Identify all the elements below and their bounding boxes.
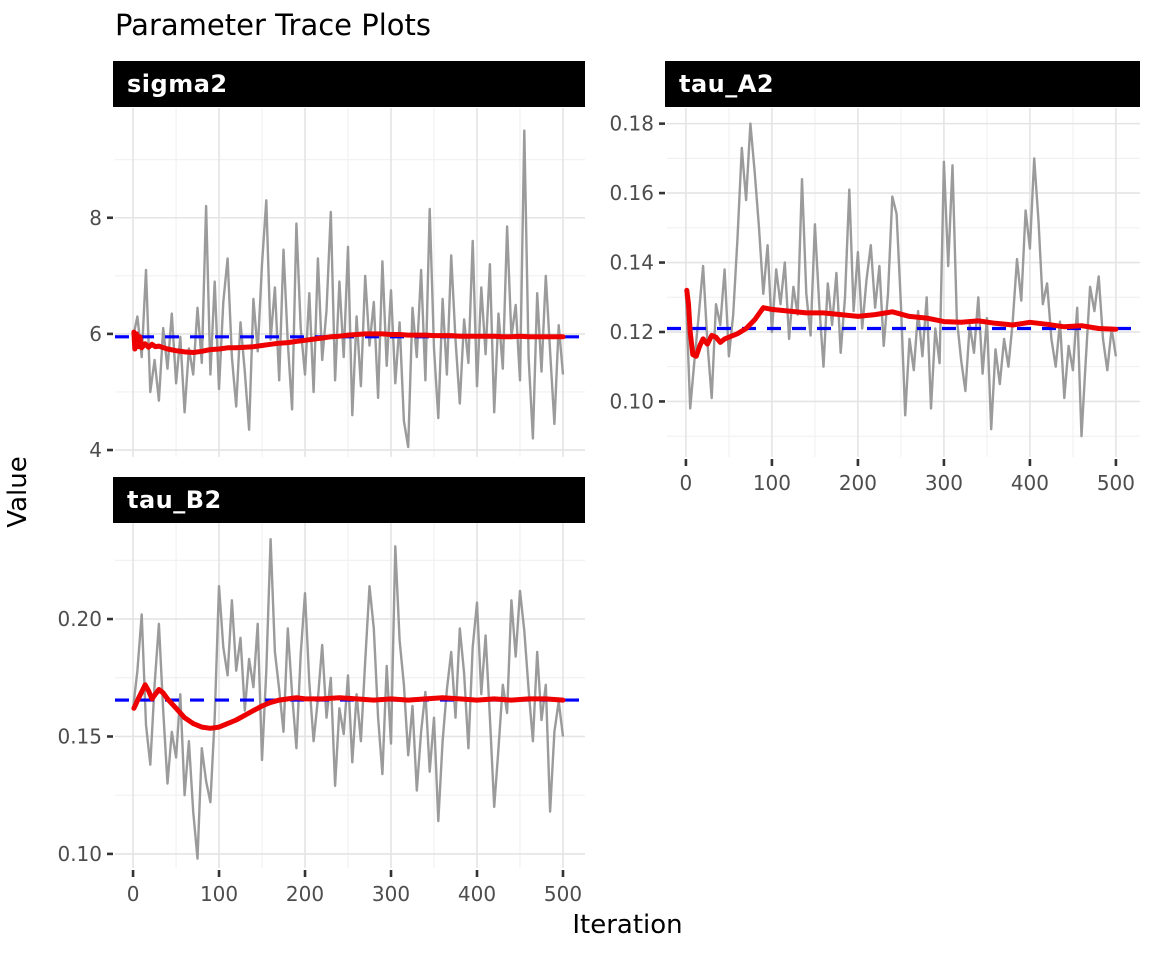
trace-line: [684, 122, 1118, 438]
x-tick-label: 300: [925, 471, 963, 495]
y-tick-label: 0.14: [609, 251, 654, 275]
x-tick-label: 500: [1097, 471, 1135, 495]
trace-line: [131, 538, 565, 860]
y-axis-title: Value: [3, 456, 33, 528]
running-mean-line: [131, 682, 566, 731]
y-tick-label: 4: [89, 438, 102, 462]
x-tick-label: 0: [680, 471, 693, 495]
running-mean-line: [131, 329, 566, 355]
tau-b2-panel: 0.10 0.15 0.20 0 100 200 300 400 500: [57, 523, 585, 906]
tau-a2-panel: 0.10 0.12 0.14 0.16 0.18 0 100 200 300 400 500: [609, 108, 1140, 495]
y-tick-label: 0.18: [609, 112, 654, 136]
y-tick-label: 8: [89, 206, 102, 230]
x-tick-label: 400: [458, 882, 496, 906]
x-tick-label: 200: [286, 882, 324, 906]
running-mean-line: [684, 287, 1119, 359]
x-tick-label: 300: [372, 882, 410, 906]
plot-title: Parameter Trace Plots: [115, 8, 432, 42]
y-tick-label: 6: [89, 322, 102, 346]
gridlines: [115, 108, 585, 457]
x-tick-label: 400: [1011, 471, 1049, 495]
y-tick-label: 0.16: [609, 181, 654, 205]
x-tick-label: 500: [544, 882, 582, 906]
facet-strip-label: sigma2: [127, 70, 228, 98]
facet-strip-sigma2: sigma2: [113, 61, 585, 107]
x-tick-label: 100: [753, 471, 791, 495]
panel-background: [667, 108, 1140, 457]
y-tick-label: 0.10: [609, 389, 654, 413]
y-tick-label: 0.20: [57, 607, 102, 631]
x-axis-title: Iteration: [572, 910, 683, 940]
trace-line: [131, 129, 565, 449]
x-tick-label: 0: [127, 882, 140, 906]
x-tick-label: 200: [839, 471, 877, 495]
axis-ticks: 4 6 8: [89, 206, 113, 462]
facet-strip-tau-a2: tau_A2: [665, 61, 1140, 107]
axis-ticks: 0.10 0.15 0.20 0 100 200 300 400 500: [57, 607, 582, 906]
y-tick-label: 0.10: [57, 842, 102, 866]
axis-ticks: 0.10 0.12 0.14 0.16 0.18 0 100 200 300 400 500: [609, 112, 1135, 495]
y-tick-label: 0.12: [609, 320, 654, 344]
x-tick-label: 100: [200, 882, 238, 906]
sigma2-panel: 4 6 8: [89, 108, 585, 462]
y-tick-label: 0.15: [57, 724, 102, 748]
facet-strip-label: tau_A2: [679, 70, 775, 98]
facet-strip-label: tau_B2: [127, 486, 222, 514]
facet-strip-tau-b2: tau_B2: [113, 477, 585, 523]
